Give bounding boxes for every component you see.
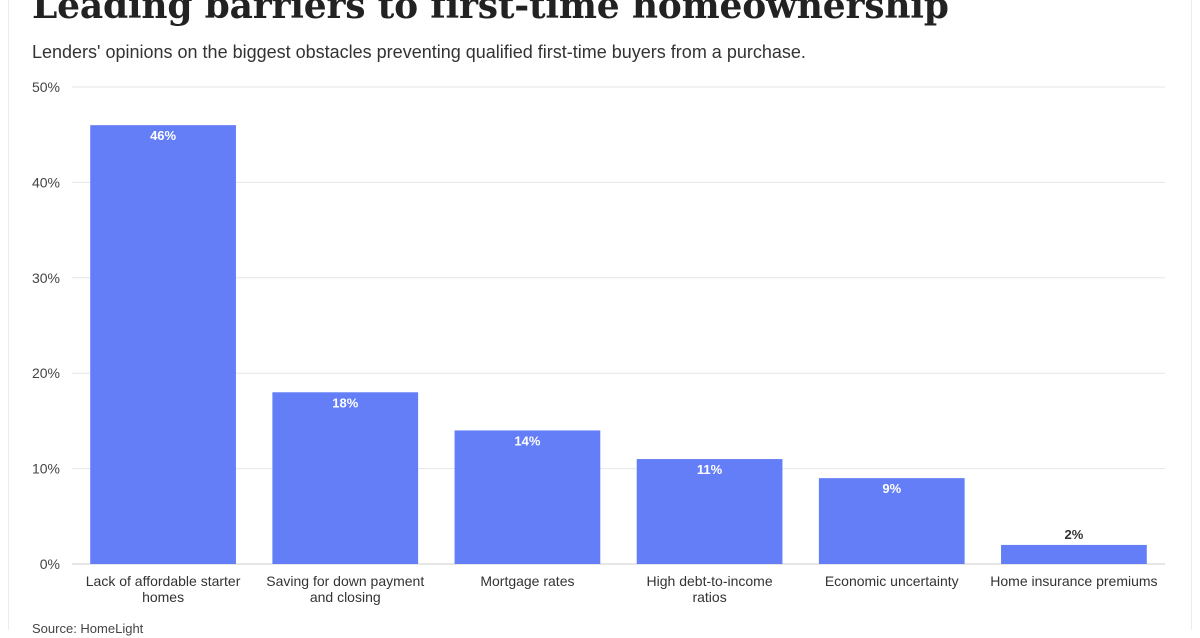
category-label: Saving for down payment xyxy=(266,573,424,589)
bar xyxy=(90,125,236,564)
chart-subtitle: Lenders' opinions on the biggest obstacl… xyxy=(32,42,806,62)
data-label: 9% xyxy=(882,481,901,496)
frame-left-border xyxy=(8,0,9,630)
y-tick-label: 10% xyxy=(32,461,60,477)
y-tick-label: 50% xyxy=(32,79,60,95)
category-label: Mortgage rates xyxy=(480,573,574,589)
data-label: 46% xyxy=(150,128,176,143)
data-label: 14% xyxy=(514,433,540,448)
data-label: 2% xyxy=(1065,527,1084,542)
category-label: Home insurance premiums xyxy=(990,573,1157,589)
category-label: Lack of affordable starter xyxy=(86,573,241,589)
data-label: 18% xyxy=(332,395,358,410)
category-label: ratios xyxy=(692,589,726,605)
bar xyxy=(272,392,419,564)
source-note: Source: HomeLight xyxy=(32,621,144,636)
category-label: Economic uncertainty xyxy=(825,573,959,589)
data-label: 11% xyxy=(697,462,723,477)
y-tick-label: 20% xyxy=(32,365,60,381)
category-label: High debt-to-income xyxy=(647,573,773,589)
bar xyxy=(818,478,965,564)
y-tick-label: 0% xyxy=(40,556,60,572)
category-label: homes xyxy=(142,589,184,605)
bar xyxy=(454,430,601,564)
bar xyxy=(636,459,783,564)
frame-right-border xyxy=(1191,0,1192,630)
y-tick-label: 30% xyxy=(32,270,60,286)
bar xyxy=(1001,544,1147,564)
y-tick-label: 40% xyxy=(32,174,60,190)
chart-title: Leading barriers to first-time homeowner… xyxy=(32,0,949,27)
category-label: and closing xyxy=(310,589,381,605)
